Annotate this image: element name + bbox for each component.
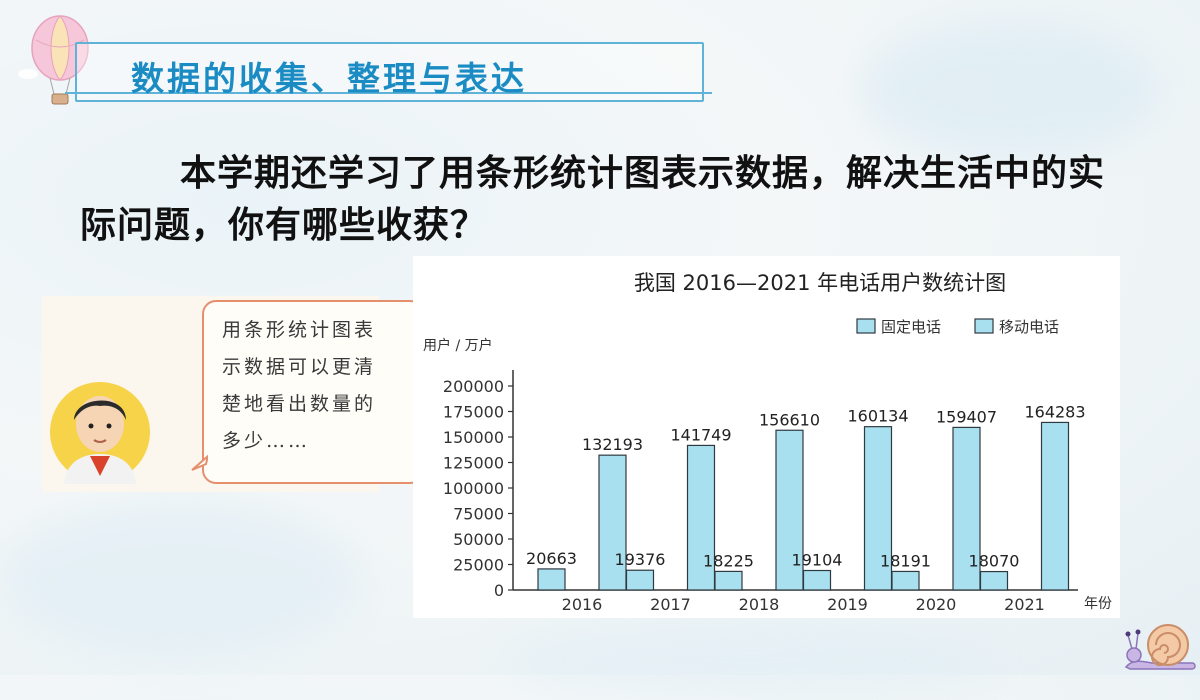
- legend-label-fixed: 固定电话: [881, 318, 941, 336]
- bar-mobile-phone: [863, 426, 893, 591]
- x-tick-label: 2017: [650, 595, 691, 614]
- y-tick-label: 100000: [443, 479, 504, 498]
- x-tick-label: 2019: [827, 595, 868, 614]
- speech-panel: 用条形统计图表 示数据可以更清 楚地看出数量的 多少……: [42, 296, 424, 492]
- y-tick-label: 75000: [453, 505, 504, 524]
- data-label: 19376: [615, 550, 666, 569]
- speech-line: 示数据可以更清: [222, 356, 377, 378]
- bar-fixed-phone: [979, 570, 1009, 591]
- bar-fixed-phone: [802, 569, 832, 591]
- title-banner: 数据的收集、整理与表达: [65, 42, 712, 102]
- legend-swatch-mobile: [974, 318, 994, 334]
- y-tick-label: 200000: [443, 377, 504, 396]
- background-blob: [860, 20, 1160, 160]
- y-tick-label: 25000: [453, 556, 504, 575]
- legend-label-mobile: 移动电话: [999, 318, 1059, 336]
- hot-air-balloon-icon: [18, 15, 89, 105]
- y-tick-label: 175000: [443, 403, 504, 422]
- speech-text: 用条形统计图表 示数据可以更清 楚地看出数量的 多少……: [222, 312, 402, 460]
- y-tick-label: 0: [494, 581, 504, 600]
- y-tick-label: 125000: [443, 454, 504, 473]
- speech-line: 多少……: [222, 430, 311, 452]
- x-tick-label: 2020: [916, 595, 957, 614]
- bar-fixed-phone: [714, 570, 743, 591]
- bar-fixed-phone: [537, 568, 566, 591]
- speech-line: 用条形统计图表: [222, 319, 377, 341]
- bar-chart: 我国 2016—2021 年电话用户数统计图 用户 / 万户 年份 固定电话 移…: [423, 271, 1112, 614]
- data-label: 156610: [759, 410, 820, 429]
- data-label: 18225: [703, 551, 754, 570]
- bar-mobile-phone: [1040, 421, 1070, 591]
- boy-avatar-icon: [50, 382, 150, 484]
- speech-line: 楚地看出数量的: [222, 393, 377, 415]
- chart-title: 我国 2016—2021 年电话用户数统计图: [634, 271, 1006, 295]
- data-label: 18070: [969, 552, 1020, 571]
- bar-fixed-phone: [891, 570, 920, 591]
- data-label: 20663: [526, 549, 577, 568]
- snail-icon: [1124, 624, 1196, 670]
- data-label: 18191: [880, 551, 931, 570]
- data-label: 164283: [1024, 402, 1085, 421]
- bar-fixed-phone: [625, 569, 655, 591]
- background-blob: [500, 620, 1000, 700]
- x-axis-label: 年份: [1084, 596, 1112, 612]
- x-tick-label: 2018: [739, 595, 780, 614]
- y-tick-label: 150000: [443, 428, 504, 447]
- y-tick-label: 50000: [453, 530, 504, 549]
- background-blob: [0, 500, 360, 660]
- bar-mobile-phone: [598, 454, 627, 591]
- speech-bubble-tail: [191, 454, 208, 471]
- data-label: 160134: [847, 407, 908, 426]
- chart-panel: 我国 2016—2021 年电话用户数统计图 用户 / 万户 年份 固定电话 移…: [413, 256, 1120, 618]
- legend-swatch-fixed: [856, 318, 876, 334]
- y-axis-label: 用户 / 万户: [423, 337, 493, 354]
- bar-mobile-phone: [686, 444, 716, 591]
- bar-mobile-phone: [775, 429, 804, 591]
- speech-bubble: 用条形统计图表 示数据可以更清 楚地看出数量的 多少……: [202, 300, 424, 484]
- x-tick-label: 2016: [562, 595, 603, 614]
- question-text: 本学期还学习了用条形统计图表示数据，解决生活中的实际问题，你有哪些收获？: [80, 153, 1106, 246]
- data-label: 132193: [582, 435, 643, 454]
- bar-mobile-phone: [952, 426, 981, 591]
- lesson-title: 数据的收集、整理与表达: [131, 59, 527, 98]
- data-label: 141749: [670, 425, 731, 444]
- x-tick-label: 2021: [1004, 595, 1045, 614]
- data-label: 159407: [936, 407, 997, 426]
- data-label: 19104: [792, 551, 843, 570]
